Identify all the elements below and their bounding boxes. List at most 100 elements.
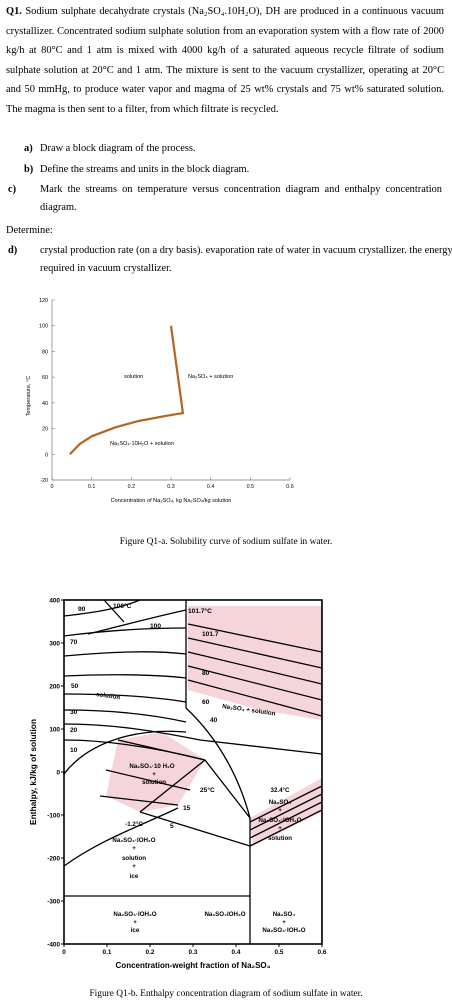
- isotherm-label-101-7: 101.7: [202, 631, 219, 638]
- y-tick-label: 400: [49, 598, 60, 605]
- isotherm-label-20: 20: [70, 727, 78, 734]
- x-tick-label: 0.4: [232, 949, 241, 956]
- region-label-dh-solution: Na₂SO₄·10H₂O + solution: [110, 441, 174, 447]
- y-tick-label: -300: [47, 899, 60, 906]
- region-label-solution: solution: [124, 374, 143, 380]
- isotherm-5: [99, 795, 179, 806]
- y-tick-label: -100: [47, 813, 60, 820]
- region-label-triple-32-3: +: [278, 807, 282, 814]
- region-label-triple-32-6: solution: [268, 835, 292, 842]
- isotherm-label-10: 10: [70, 747, 78, 754]
- dh-tie-line: [139, 759, 206, 813]
- y-tick-label: -400: [47, 942, 60, 949]
- y-tick-label: 80: [42, 349, 48, 355]
- region-label-na2so4-dh-2: +: [282, 919, 286, 926]
- isotherm-100: [87, 609, 187, 635]
- region-label-minus12-6: ice: [130, 873, 139, 880]
- isotherm-label-100c: 100°C: [113, 602, 132, 610]
- upper-shade-2: [187, 637, 322, 669]
- x-tick-label: 0.1: [88, 484, 96, 490]
- boundary-minus12: [64, 807, 179, 867]
- y-tick-label: 200: [49, 684, 60, 691]
- figure-b-caption: Figure Q1-b. Enthalpy concentration diag…: [89, 989, 363, 999]
- x-tick-label: 0.5: [247, 484, 255, 490]
- question-item-b: b) Define the streams and units in the bl…: [24, 164, 250, 175]
- y-tick-label: 0: [45, 452, 48, 458]
- region-label-na2so4-dh-3: Na₂SO₄·IOH₂O: [262, 927, 305, 934]
- isotherm-70: [64, 627, 187, 637]
- region-label-dh-solution-3: solution: [142, 779, 166, 786]
- region-label-dh-only: Na₂SO₄IOH₂O: [204, 911, 245, 918]
- enthalpy-chart-ticks: -400 -300 -200 -100 0 100 200 300 400 0 0.1 0.2 0.3 0…: [47, 598, 327, 957]
- region-label-solution: solution: [96, 691, 121, 701]
- boundary-solution-dh: [185, 707, 251, 819]
- solubility-curve: [69, 325, 185, 456]
- region-label-minus12-1: -1.2°C: [125, 821, 143, 828]
- lower-shade-3: [249, 801, 322, 839]
- isotherm-label-80: 80: [202, 670, 210, 677]
- lower-line-a: [199, 739, 322, 755]
- x-tick-label: 0: [51, 484, 54, 490]
- question-item-d: d) crystal production rate (on a dry basi…: [8, 245, 452, 274]
- lower-line-c: [139, 811, 251, 847]
- x-tick-label: 0: [62, 949, 66, 956]
- y-tick-label: 100: [39, 324, 48, 330]
- x-tick-label: 0.2: [146, 949, 155, 956]
- x-tick-label: 0.1: [103, 949, 112, 956]
- isotherm-label-15: 15: [183, 805, 191, 812]
- y-tick-label: 20: [42, 427, 48, 433]
- x-tick-label: 0.5: [275, 949, 284, 956]
- upper-shade-4: [187, 665, 322, 701]
- region-label-minus12-5: +: [132, 863, 136, 870]
- shaded-region-dh-solution: [106, 732, 205, 812]
- y-tick-label: 300: [49, 641, 60, 648]
- isotherm-label-5: 5: [170, 823, 174, 830]
- region-label-na2so4-dh-1: Na₂SO₄: [273, 911, 296, 918]
- isotherm-label-40: 40: [210, 717, 218, 724]
- isotherm-label-90: 90: [78, 606, 86, 613]
- isotherm-100c: [103, 600, 125, 623]
- y-tick-label: 40: [42, 401, 48, 407]
- x-tick-label: 0.4: [207, 484, 215, 490]
- isotherm-label-30: 30: [70, 709, 78, 716]
- x-axis-label: Concentration-weight fraction of Na₂SO₄: [116, 961, 271, 970]
- isotherm-20: [64, 723, 201, 741]
- y-tick-label: -20: [40, 478, 48, 484]
- isotherm-40: [64, 693, 187, 703]
- x-tick-label: 0.3: [167, 484, 175, 490]
- region-label-triple-32-2: Na₂SO₄: [269, 799, 292, 806]
- isotherm-label-50: 50: [71, 683, 79, 690]
- lower-shade-2: [249, 793, 322, 831]
- y-tick-label: 120: [39, 298, 48, 304]
- lower-line-b: [204, 759, 251, 819]
- region-label-triple-32-1: 32.4°C: [271, 787, 291, 794]
- isotherm-15: [105, 769, 191, 791]
- region-label-minus12-3: +: [132, 845, 136, 852]
- region-label-minus12-4: solution: [122, 855, 146, 862]
- enthalpy-chart: -400 -300 -200 -100 0 100 200 300 400 0 0.1 0.2 0.3 0…: [28, 598, 327, 971]
- upper-shade-80: [187, 623, 322, 653]
- lower-shade-4: [249, 809, 322, 847]
- question-intro-text: Sodium sulphate decahydrate crystals (Na…: [6, 6, 444, 115]
- x-tick-label: 0.6: [286, 484, 294, 490]
- isotherm-50: [64, 674, 187, 679]
- region-label-triple-32-4: Na₂SO₄·IOH₂O: [258, 817, 301, 824]
- x-tick-label: 0.2: [128, 484, 136, 490]
- isotherm-label-70: 70: [70, 639, 78, 646]
- region-label-minus12-2: Na₂SO₄·IOH₂O: [112, 837, 155, 844]
- boundary-dh-ice: [64, 730, 187, 775]
- region-label-dh-ice-3: ice: [131, 927, 140, 934]
- x-tick-label: 0.6: [318, 949, 327, 956]
- question-label: Q1.: [6, 6, 22, 17]
- region-label-dh-ice-2: +: [133, 919, 137, 926]
- y-tick-label: 100: [49, 727, 60, 734]
- region-label-dh-solution-1: Na₂SO₄·10 H₂O: [129, 763, 174, 770]
- isotherm-90: [64, 600, 141, 617]
- isotherm-label-101-7c: 101.7°C: [188, 607, 212, 615]
- region-label-dh-ice-1: Na₂SO₄·IOH₂O: [113, 911, 156, 918]
- y-tick-label: -200: [47, 856, 60, 863]
- isotherm-60: [64, 651, 187, 657]
- upper-shade-5: [187, 679, 322, 717]
